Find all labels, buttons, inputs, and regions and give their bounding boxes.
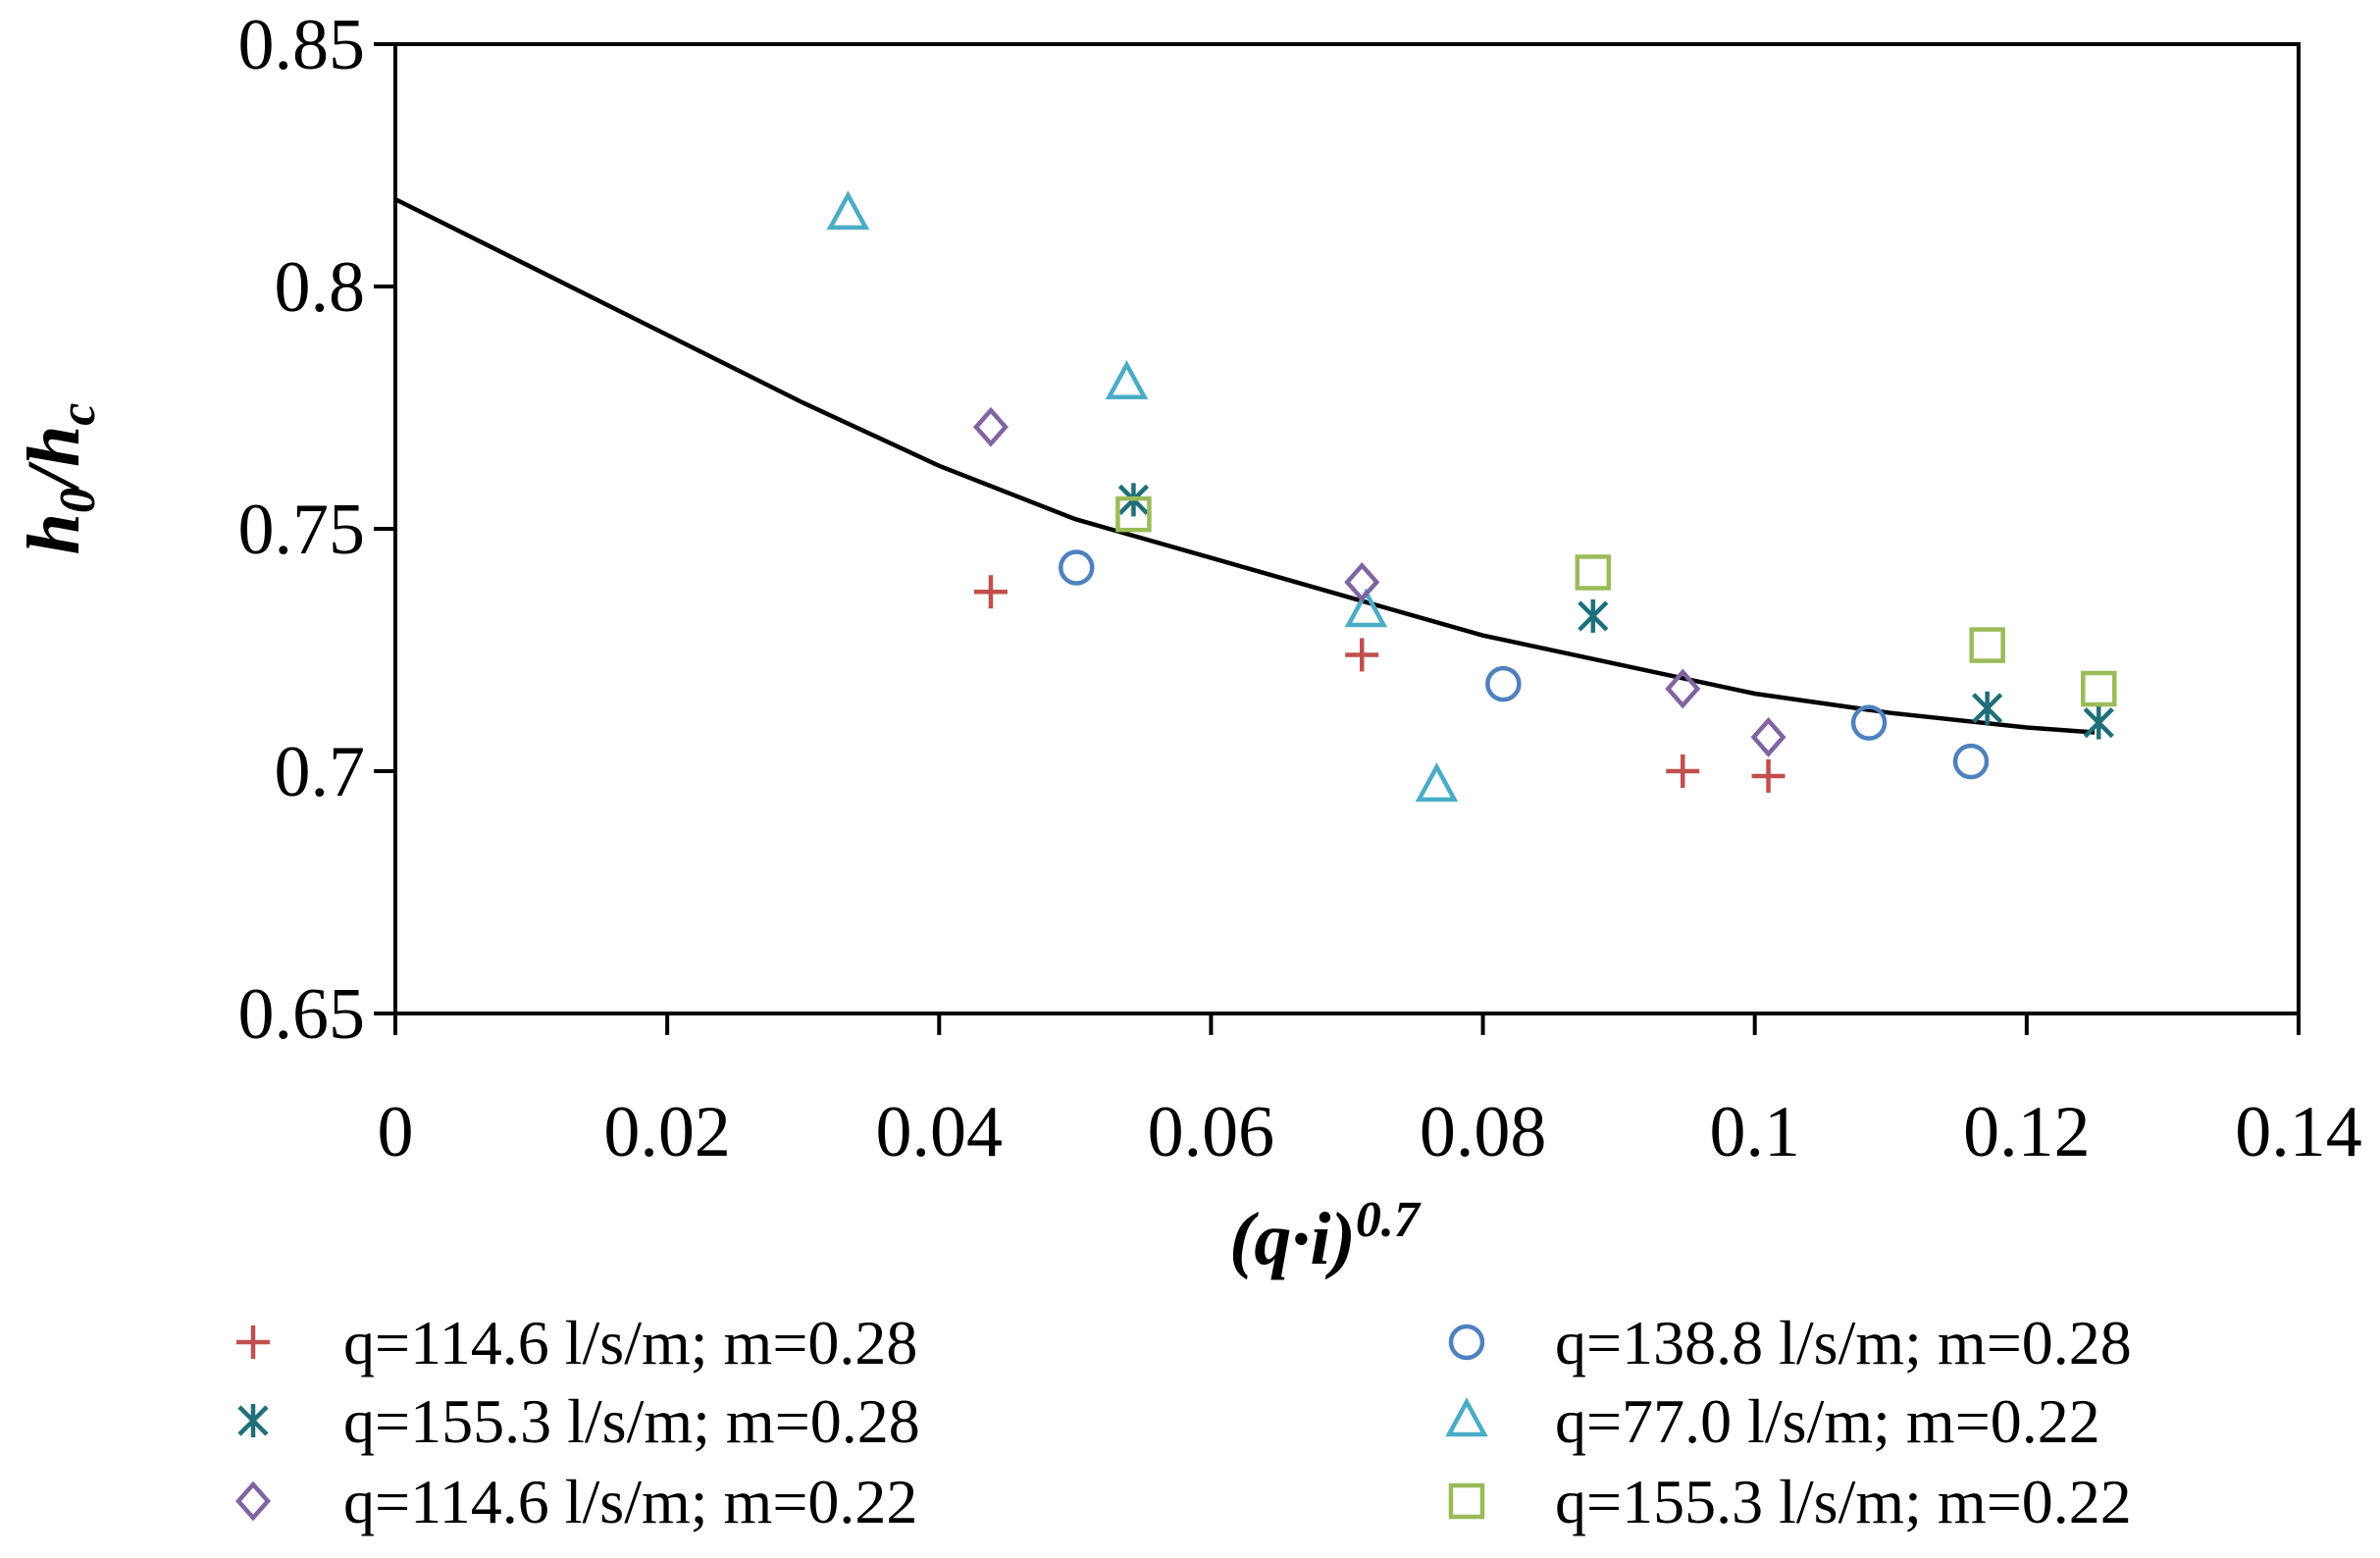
data-point-star — [1972, 691, 2003, 725]
legend-marker-square — [1448, 1482, 1485, 1520]
data-point-plus — [1666, 754, 1700, 788]
data-point-star — [2083, 705, 2114, 740]
legend-label: q=155.3 l/s/m; m=0.22 — [1555, 1467, 2132, 1536]
data-points — [826, 190, 2117, 803]
legend-item: q=77.0 l/s/m; m=0.22 — [1445, 1386, 2100, 1456]
trendline-layer — [393, 197, 2095, 735]
data-point-diamond — [1344, 561, 1380, 602]
legend-marker-star — [237, 1404, 269, 1437]
legend-label: q=138.8 l/s/m; m=0.28 — [1555, 1308, 2132, 1377]
data-point-square — [2081, 670, 2117, 707]
data-point-triangle — [1105, 360, 1149, 400]
data-point-triangle — [1415, 762, 1459, 803]
trendline — [393, 197, 2095, 735]
data-point-square — [1969, 627, 2005, 663]
data-point-circle — [1058, 549, 1095, 586]
legend-marker-circle — [1448, 1324, 1485, 1361]
legend-label: q=114.6 l/s/m; m=0.22 — [343, 1467, 917, 1536]
x-tick-label: 0.1 — [1709, 1092, 1800, 1172]
legend-item: q=114.6 l/s/m; m=0.28 — [236, 1308, 917, 1377]
x-tick-label: 0.12 — [1963, 1092, 2091, 1172]
data-point-square — [1115, 495, 1152, 533]
x-tick-label: 0.08 — [1420, 1092, 1547, 1172]
data-point-diamond — [1750, 717, 1786, 757]
data-point-square — [1575, 554, 1612, 591]
x-tick-label: 0.14 — [2235, 1092, 2362, 1172]
data-point-plus — [973, 575, 1008, 609]
data-point-star — [1578, 598, 1609, 633]
legend-item: q=155.3 l/s/m; m=0.28 — [237, 1386, 920, 1456]
x-tick-label: 0.02 — [603, 1092, 731, 1172]
data-point-plus — [1345, 638, 1379, 672]
y-tick-label: 0.85 — [238, 5, 366, 85]
data-point-diamond — [1665, 668, 1701, 709]
data-point-circle — [1850, 704, 1888, 741]
y-tick-label: 0.65 — [238, 974, 366, 1055]
y-tick-label: 0.75 — [238, 490, 366, 570]
x-tick-label: 0 — [378, 1092, 414, 1172]
data-point-diamond — [972, 406, 1009, 447]
legend-label: q=77.0 l/s/m; m=0.22 — [1555, 1386, 2100, 1456]
data-point-circle — [1485, 665, 1522, 702]
legend-label: q=114.6 l/s/m; m=0.28 — [343, 1308, 917, 1377]
legend-item: q=138.8 l/s/m; m=0.28 — [1448, 1308, 2132, 1377]
legend-item: q=155.3 l/s/m; m=0.22 — [1448, 1467, 2132, 1536]
legend-item: q=114.6 l/s/m; m=0.22 — [234, 1467, 917, 1536]
data-point-triangle — [1344, 588, 1388, 628]
y-tick-label: 0.7 — [275, 732, 366, 812]
axis-ticks: 0 0.02 0.04 0.06 0.08 0.1 0.12 0.14 0.65 0.7 0.75 0… — [238, 5, 2362, 1172]
x-tick-label: 0.04 — [876, 1092, 1004, 1172]
plot-area — [393, 42, 2301, 1015]
legend-marker-plus — [236, 1325, 270, 1359]
legend-marker-triangle — [1445, 1397, 1488, 1437]
x-tick-label: 0.06 — [1148, 1092, 1275, 1172]
legend: q=114.6 l/s/m; m=0.28 q=138.8 l/s/m; m=0.… — [234, 1308, 2132, 1536]
x-axis-title: (q·i)0.7 — [1229, 1192, 1422, 1280]
data-point-plus — [1751, 758, 1785, 793]
data-point-triangle — [826, 190, 870, 231]
y-tick-label: 0.8 — [275, 247, 366, 328]
data-point-circle — [1952, 743, 1990, 780]
legend-marker-diamond — [234, 1480, 272, 1522]
y-axis-title: h0/hc — [13, 403, 106, 555]
legend-label: q=155.3 l/s/m; m=0.28 — [343, 1386, 920, 1456]
